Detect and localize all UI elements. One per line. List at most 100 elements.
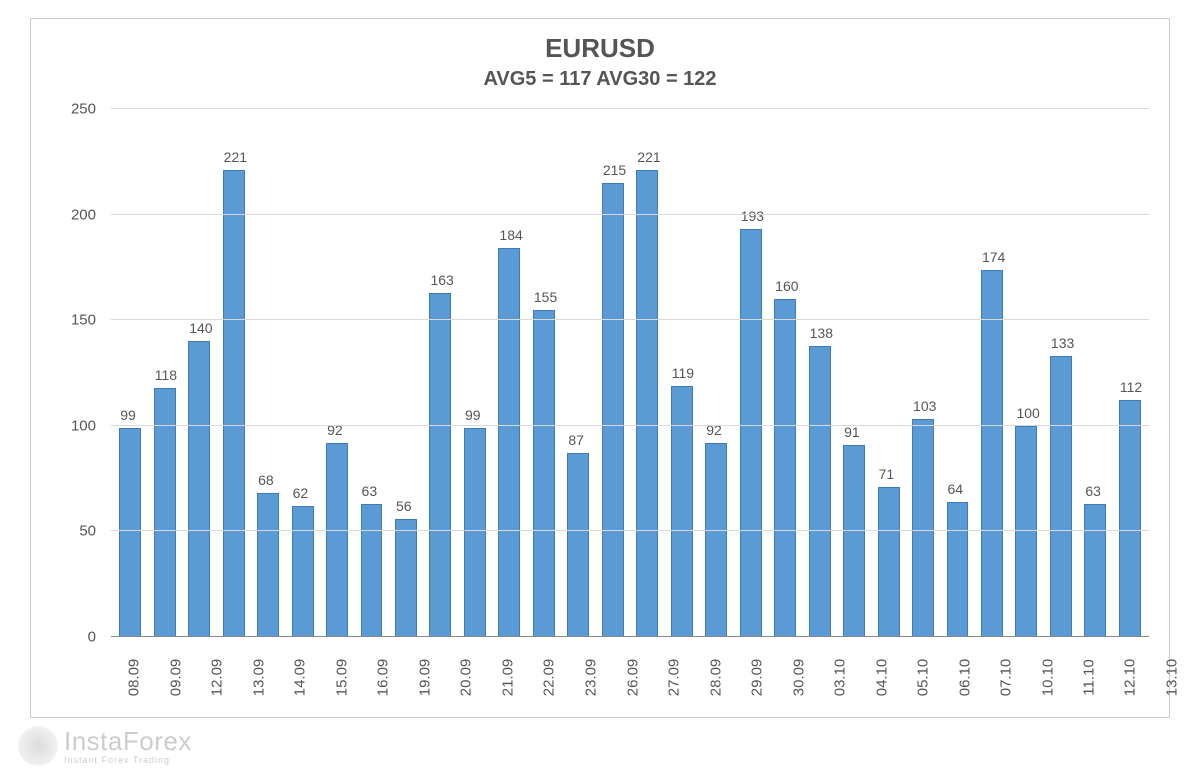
bar-rect: 140 [188,341,210,637]
bar-value-label: 99 [465,407,481,423]
bar-value-label: 140 [189,320,212,336]
watermark-logo: InstaForex Instant Forex Trading [18,726,192,766]
bar-rect: 63 [361,504,383,637]
bar-value-label: 155 [534,289,557,305]
gridline [111,319,1149,320]
bar-slot: 63 [1080,109,1110,637]
bar-rect: 62 [292,506,314,637]
bar-slot: 68 [253,109,283,637]
bar-value-label: 133 [1051,335,1074,351]
bar-rect: 87 [567,453,589,637]
x-tick-label: 12.09 [208,659,225,697]
x-tick-label: 20.09 [458,659,475,697]
bar-rect: 174 [981,270,1003,637]
chart-title: EURUSD [31,19,1169,64]
bar-rect: 103 [912,419,934,637]
x-tick-label: 10.10 [1039,659,1056,697]
y-tick-label: 0 [88,629,96,646]
gridline [111,530,1149,531]
bar-slot: 64 [942,109,972,637]
bar-slot: 62 [287,109,317,637]
watermark-text: InstaForex Instant Forex Trading [64,728,192,765]
bar-slot: 221 [632,109,662,637]
bar-rect: 56 [395,519,417,637]
bar-slot: 133 [1046,109,1076,637]
bar-slot: 174 [977,109,1007,637]
bar-value-label: 63 [362,483,378,499]
bar-rect: 64 [947,502,969,637]
bar-value-label: 221 [637,149,660,165]
y-tick-label: 150 [71,312,96,329]
bar-rect: 215 [602,183,624,637]
bar-value-label: 163 [430,272,453,288]
chart-container: EURUSD AVG5 = 117 AVG30 = 122 0501001502… [30,18,1170,718]
bar-rect: 99 [464,428,486,637]
x-tick-label: 27.09 [665,659,682,697]
bar-slot: 221 [218,109,248,637]
y-axis: 050100150200250 [31,109,106,637]
y-tick-label: 50 [79,523,96,540]
bar-slot: 56 [391,109,421,637]
bar-rect: 100 [1015,426,1037,637]
bar-value-label: 64 [948,481,964,497]
x-axis: 08.0909.0912.0913.0914.0915.0916.0919.09… [111,639,1149,717]
bar-slot: 100 [1011,109,1041,637]
x-axis-line [111,636,1149,637]
bar-value-label: 91 [844,424,860,440]
x-tick-label: 12.10 [1121,659,1138,697]
bar-slot: 118 [149,109,179,637]
bar-slot: 103 [908,109,938,637]
bar-rect: 92 [705,443,727,637]
bar-rect: 99 [119,428,141,637]
x-tick-label: 21.09 [499,659,516,697]
x-tick-label: 07.10 [998,659,1015,697]
bar-rect: 221 [223,170,245,637]
bar-rect: 92 [326,443,348,637]
plot-area: 9911814022168629263561639918415587215221… [111,109,1149,637]
bar-value-label: 160 [775,278,798,294]
x-tick-label: 13.09 [250,659,267,697]
bar-value-label: 99 [120,407,136,423]
x-tick-label: 29.09 [748,659,765,697]
x-tick-label: 06.10 [956,659,973,697]
bar-slot: 92 [701,109,731,637]
bar-rect: 68 [257,493,279,637]
x-tick-label: 19.09 [416,659,433,697]
bar-rect: 160 [774,299,796,637]
bar-rect: 155 [533,310,555,637]
x-tick-label: 16.09 [375,659,392,697]
bar-rect: 119 [671,386,693,637]
bar-rect: 91 [843,445,865,637]
x-tick-label: 03.10 [832,659,849,697]
x-tick-label: 05.10 [915,659,932,697]
bar-value-label: 62 [293,485,309,501]
bar-slot: 138 [804,109,834,637]
gridline [111,425,1149,426]
bar-value-label: 184 [499,227,522,243]
x-tick-label: 11.10 [1080,659,1097,695]
bar-slot: 155 [529,109,559,637]
bars-wrap: 9911814022168629263561639918415587215221… [111,109,1149,637]
watermark-sun-icon [18,726,58,766]
bar-slot: 87 [563,109,593,637]
x-tick-label: 04.10 [873,659,890,697]
x-tick-label: 26.09 [624,659,641,697]
bar-rect: 138 [809,346,831,637]
y-tick-label: 100 [71,417,96,434]
bar-value-label: 118 [155,367,177,383]
bar-slot: 99 [115,109,145,637]
bar-value-label: 63 [1085,483,1101,499]
bar-value-label: 71 [879,466,895,482]
bar-rect: 63 [1084,504,1106,637]
bar-rect: 112 [1119,400,1141,637]
bar-slot: 215 [598,109,628,637]
bar-slot: 140 [184,109,214,637]
bar-slot: 63 [356,109,386,637]
gridline [111,214,1149,215]
x-tick-label: 28.09 [707,659,724,697]
bar-value-label: 68 [258,472,274,488]
bar-value-label: 193 [741,208,764,224]
x-tick-label: 22.09 [541,659,558,697]
bar-slot: 92 [322,109,352,637]
bar-value-label: 119 [672,365,694,381]
